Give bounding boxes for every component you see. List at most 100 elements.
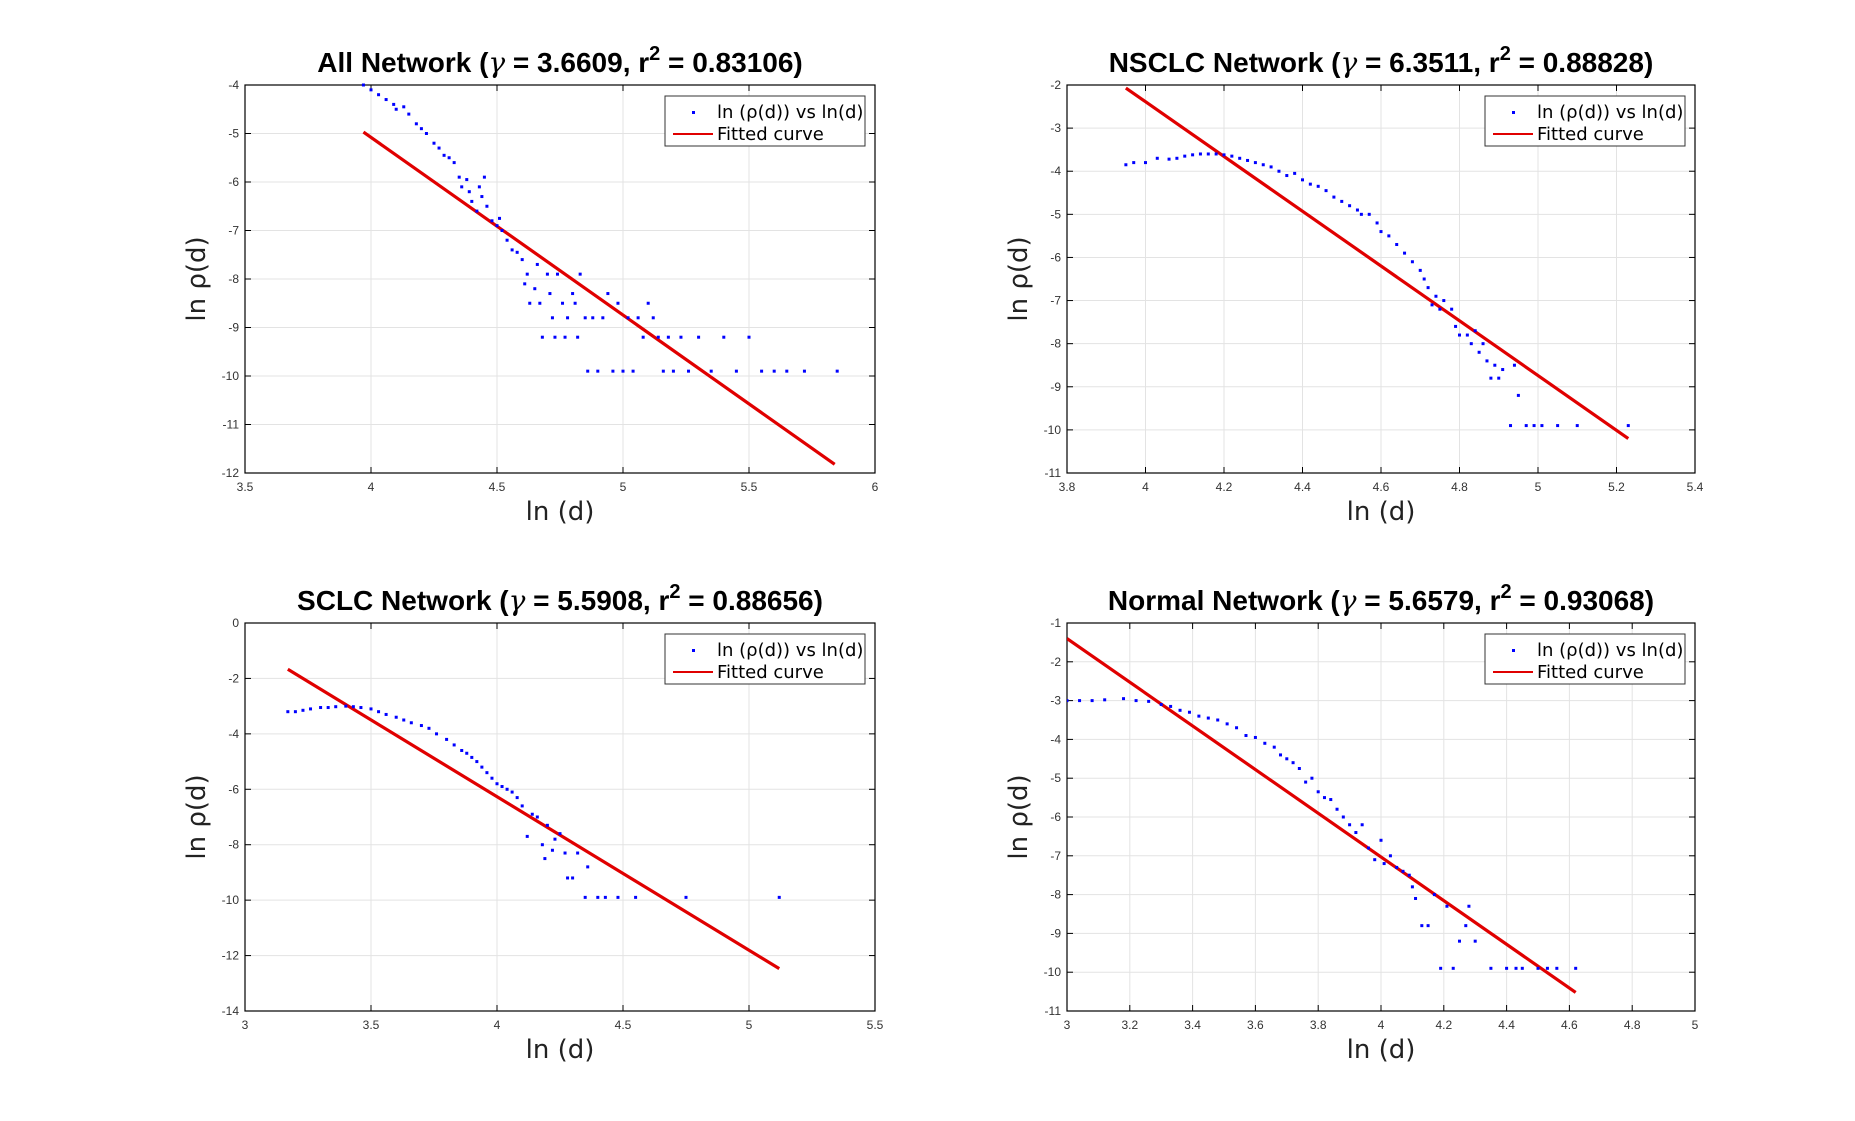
data-point bbox=[1445, 904, 1449, 908]
data-point bbox=[1458, 939, 1461, 943]
data-point bbox=[344, 704, 348, 708]
data-point bbox=[563, 335, 567, 339]
legend-label-fitted: Fitted curve bbox=[717, 124, 824, 145]
title-suffix: = 0.83106) bbox=[660, 47, 802, 78]
data-point bbox=[1481, 342, 1485, 346]
x-tick-label: 4 bbox=[1142, 480, 1149, 494]
data-point bbox=[1332, 195, 1336, 199]
data-point bbox=[419, 724, 423, 728]
data-point bbox=[641, 335, 645, 339]
data-point bbox=[442, 153, 446, 157]
legend: ln (ρ(d)) vs ln(d)Fitted curve bbox=[1484, 633, 1686, 685]
legend-label-points: ln (ρ(d)) vs ln(d) bbox=[717, 640, 863, 661]
legend-label-points: ln (ρ(d)) vs ln(d) bbox=[1537, 102, 1683, 123]
y-tick-label: -10 bbox=[1044, 423, 1062, 437]
y-tick-label: -4 bbox=[1050, 164, 1061, 178]
data-point bbox=[835, 369, 839, 373]
data-point bbox=[687, 369, 691, 373]
data-point bbox=[697, 335, 701, 339]
data-point bbox=[578, 272, 582, 276]
data-point bbox=[351, 705, 355, 709]
data-point bbox=[309, 707, 313, 711]
x-tick-label: 3 bbox=[242, 1018, 249, 1032]
data-point bbox=[432, 141, 436, 145]
data-point bbox=[392, 102, 396, 106]
legend: ln (ρ(d)) vs ln(d)Fitted curve bbox=[664, 633, 866, 685]
data-point bbox=[734, 369, 738, 373]
title-gamma-symbol: γ bbox=[1341, 46, 1358, 79]
data-point bbox=[369, 88, 373, 92]
data-point bbox=[1216, 718, 1220, 722]
data-point bbox=[1501, 368, 1505, 372]
data-point bbox=[1246, 158, 1250, 162]
data-point bbox=[1304, 780, 1308, 784]
y-tick-label: -9 bbox=[1050, 926, 1061, 940]
y-axis-label: ln ρ(d) bbox=[182, 774, 212, 859]
data-point bbox=[1206, 716, 1210, 720]
data-point bbox=[1555, 966, 1559, 970]
data-point bbox=[480, 195, 484, 199]
x-tick-label: 5.5 bbox=[741, 480, 758, 494]
y-tick-label: -2 bbox=[1050, 78, 1061, 92]
data-point bbox=[1167, 157, 1171, 161]
fitted-curve-line bbox=[1124, 86, 1630, 440]
data-point bbox=[1451, 966, 1455, 970]
title-prefix: SCLC Network ( bbox=[297, 585, 509, 616]
data-point bbox=[616, 895, 620, 899]
title-prefix: Normal Network ( bbox=[1108, 585, 1340, 616]
y-tick-label: -5 bbox=[1050, 207, 1061, 221]
data-point bbox=[1155, 156, 1159, 160]
data-point bbox=[1458, 333, 1461, 337]
data-point bbox=[545, 272, 549, 276]
data-point bbox=[437, 146, 441, 150]
data-point bbox=[558, 832, 562, 836]
data-point bbox=[1067, 699, 1069, 703]
data-point bbox=[573, 301, 577, 305]
legend-label-fitted: Fitted curve bbox=[1537, 124, 1644, 145]
data-point bbox=[1514, 966, 1518, 970]
data-point bbox=[1454, 324, 1458, 328]
x-axis-label: ln (d) bbox=[526, 497, 595, 527]
fitted-curve-line bbox=[1067, 637, 1577, 994]
y-tick-label: -3 bbox=[1050, 121, 1061, 135]
y-tick-label: -3 bbox=[1050, 694, 1061, 708]
data-point bbox=[709, 369, 713, 373]
data-point bbox=[785, 369, 789, 373]
data-point bbox=[419, 127, 423, 131]
data-point bbox=[528, 301, 532, 305]
data-point bbox=[1308, 182, 1312, 186]
y-tick-label: -8 bbox=[1050, 888, 1061, 902]
data-point bbox=[571, 876, 575, 880]
data-point bbox=[480, 765, 484, 769]
data-point bbox=[566, 316, 570, 320]
data-point bbox=[1078, 699, 1082, 703]
chart-title: SCLC Network (γ = 5.5908, r2 = 0.88656) bbox=[297, 581, 823, 617]
data-point bbox=[616, 301, 620, 305]
data-point bbox=[656, 335, 660, 339]
data-point bbox=[1367, 212, 1371, 216]
data-point bbox=[1132, 161, 1136, 165]
fitted-curve-line bbox=[362, 130, 836, 466]
x-tick-label: 4 bbox=[494, 1018, 501, 1032]
data-point bbox=[1297, 767, 1301, 770]
title-prefix: All Network ( bbox=[317, 47, 489, 78]
data-point bbox=[525, 272, 529, 276]
data-point bbox=[550, 848, 554, 852]
data-point bbox=[760, 369, 764, 373]
y-tick-label: -10 bbox=[1044, 965, 1062, 979]
data-point bbox=[1407, 873, 1411, 877]
y-tick-label: -4 bbox=[228, 727, 239, 741]
data-point bbox=[1410, 885, 1414, 889]
data-point bbox=[548, 292, 552, 296]
legend-label-fitted: Fitted curve bbox=[717, 662, 824, 683]
data-point bbox=[394, 107, 398, 111]
data-point bbox=[1178, 708, 1182, 712]
data-point bbox=[530, 812, 534, 816]
data-point bbox=[1505, 966, 1509, 970]
data-layer bbox=[361, 83, 839, 466]
data-point bbox=[334, 705, 338, 709]
data-point bbox=[1574, 966, 1578, 970]
data-point bbox=[1493, 363, 1497, 367]
data-point bbox=[1439, 966, 1443, 970]
